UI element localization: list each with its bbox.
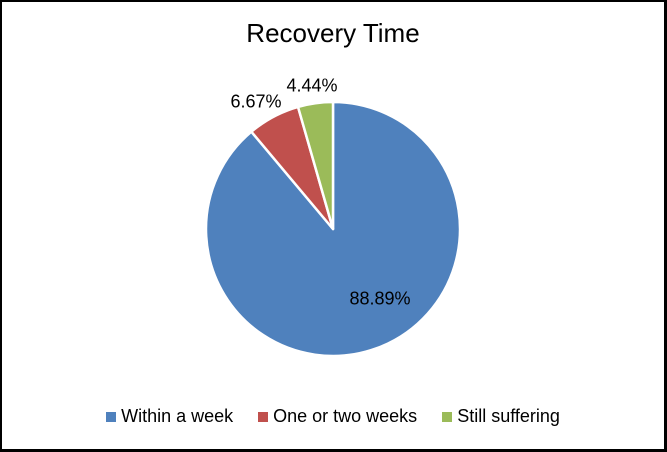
legend-marker-one-or-two-weeks (258, 411, 269, 422)
legend-marker-within-a-week (106, 411, 117, 422)
slice-value-label-within-a-week: 88.89% (349, 288, 411, 309)
chart-legend: Within a week One or two weeks Still suf… (2, 406, 664, 427)
legend-item-one-or-two-weeks: One or two weeks (258, 406, 417, 427)
chart-title: Recovery Time (246, 18, 420, 48)
legend-label-within-a-week: Within a week (121, 406, 234, 426)
legend-item-within-a-week: Within a week (106, 406, 233, 427)
legend-label-still-suffering: Still suffering (457, 406, 560, 426)
legend-item-still-suffering: Still suffering (442, 406, 560, 427)
legend-label-one-or-two-weeks: One or two weeks (273, 406, 418, 426)
slice-value-label-one-or-two-weeks: 6.67% (230, 91, 282, 112)
pie-slice-2 (296, 100, 335, 231)
slice-value-label-still-suffering: 4.44% (286, 75, 338, 96)
legend-marker-still-suffering (442, 411, 453, 422)
